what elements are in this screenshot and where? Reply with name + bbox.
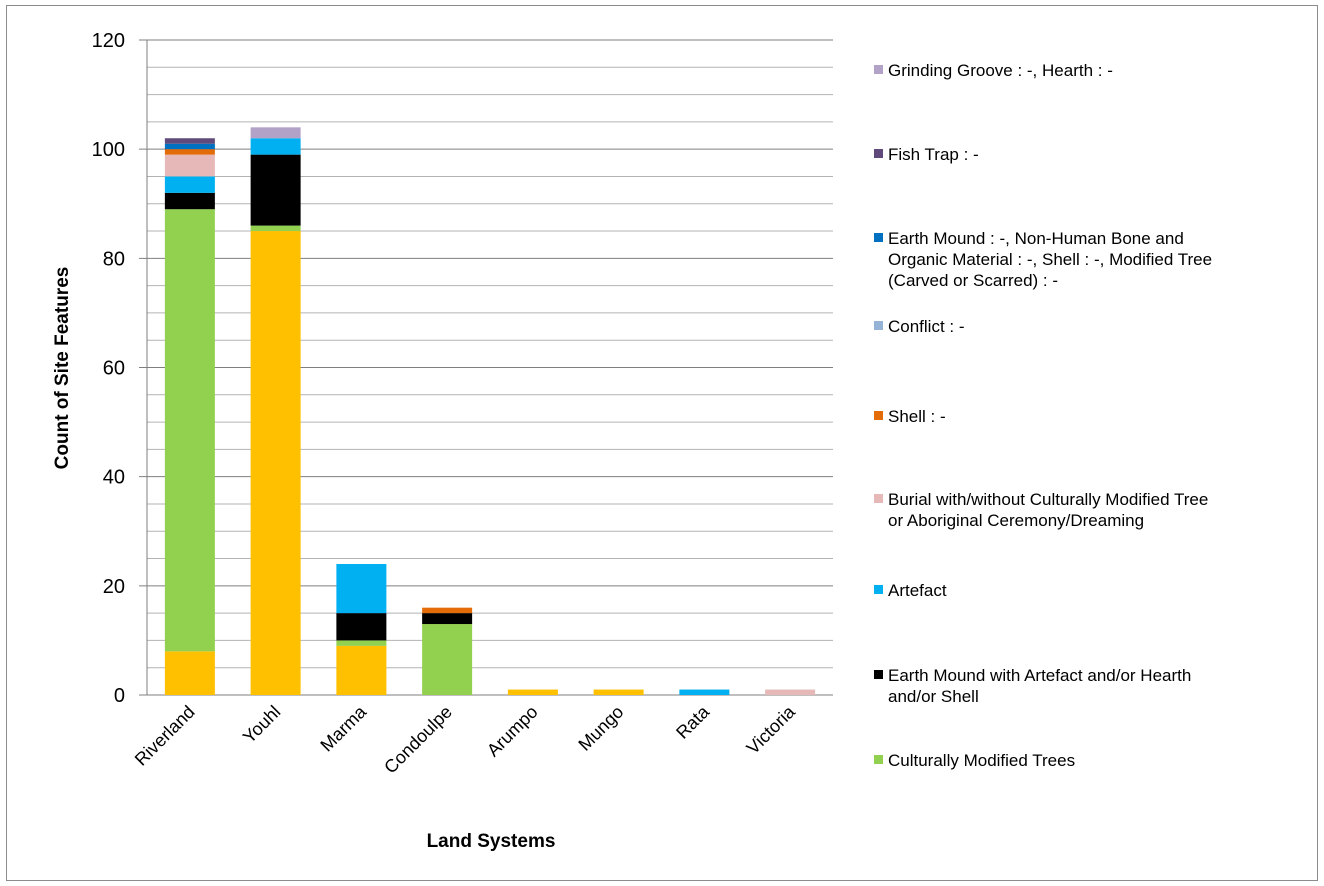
y-tick-label: 20 [103,576,125,598]
y-tick-label: 0 [114,685,125,707]
x-tick-label: Victoria [743,701,800,758]
x-axis-title: Land Systems [427,831,556,852]
bar-segment [336,640,387,646]
legend-label: Conflict : - [888,317,965,336]
bars [164,127,816,695]
legend-label: and/or Shell [888,687,979,706]
y-tick-label: 100 [92,139,125,161]
bar-segment [250,231,301,695]
bar-segment [250,138,301,155]
x-tick-label: Riverland [131,702,199,770]
bar-segment [336,564,387,614]
bar-segment [765,689,816,695]
y-axis-title: Count of Site Features [52,267,73,470]
y-tick-label: 80 [103,248,125,270]
legend-label: Culturally Modified Trees [888,751,1075,770]
bar-segment [422,624,473,695]
x-tick-label: Marma [316,701,370,755]
legend-label: Organic Material : -, Shell : -, Modifie… [888,250,1212,269]
bar-segment [250,127,301,139]
legend-swatch [874,321,883,330]
legend-label: or Aboriginal Ceremony/Dreaming [888,511,1144,530]
bar-segment [164,651,215,695]
bar-segment [422,613,473,625]
bar-segment [336,613,387,641]
x-tick-label: Mungo [574,702,627,755]
bar-segment [250,225,301,232]
bar-segment [164,149,215,155]
legend-swatch [874,670,883,679]
legend: Grinding Groove : -, Hearth : - Fish Trap… [874,61,1212,770]
x-tick-label: Condoulpe [380,702,456,778]
legend-swatch [874,411,883,420]
y-tick-label: 120 [92,30,125,52]
bar-segment [507,689,558,695]
legend-label: Shell : - [888,407,946,426]
y-tick-label: 60 [103,358,125,380]
gridlines [139,39,833,696]
x-tick-label: Arumpo [483,702,542,761]
legend-swatch [874,585,883,594]
bar-segment [679,689,730,695]
legend-label: (Carved or Scarred) : - [888,271,1058,290]
legend-label: Earth Mound with Artefact and/or Hearth [888,666,1191,685]
legend-swatch [874,494,883,503]
y-tick-label: 40 [103,467,125,489]
legend-label: Earth Mound : -, Non-Human Bone and [888,229,1184,248]
bar-segment [164,192,215,210]
bar-segment [593,689,644,695]
x-tick-label: Youhl [239,702,285,748]
legend-swatch [874,149,883,158]
legend-label: Grinding Groove : -, Hearth : - [888,61,1113,80]
legend-swatch [874,233,883,242]
legend-swatch [874,65,883,74]
bar-segment [164,209,215,652]
bar-segment [250,154,301,226]
legend-label: Fish Trap : - [888,145,979,164]
legend-label: Artefact [888,581,947,600]
bar-segment [164,154,215,177]
bar-segment [164,143,215,150]
bar-segment [164,138,215,144]
bar-segment [164,176,215,193]
legend-swatch [874,755,883,764]
bar-segment [422,607,473,614]
chart-frame [6,5,1318,881]
legend-label: Burial with/without Culturally Modified … [888,490,1208,509]
bar-segment [336,645,387,695]
x-tick-label: Rata [672,701,714,743]
